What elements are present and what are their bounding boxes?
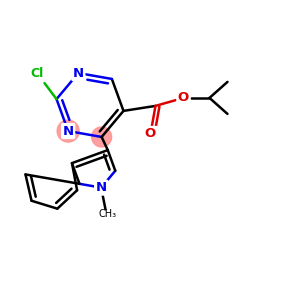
- Text: N: N: [73, 67, 84, 80]
- Circle shape: [57, 120, 79, 142]
- Text: N: N: [96, 181, 107, 194]
- Circle shape: [92, 127, 112, 147]
- Text: Cl: Cl: [31, 67, 44, 80]
- Text: N: N: [63, 124, 74, 137]
- Text: O: O: [178, 92, 189, 104]
- Text: O: O: [145, 128, 156, 140]
- Text: CH₃: CH₃: [98, 209, 116, 219]
